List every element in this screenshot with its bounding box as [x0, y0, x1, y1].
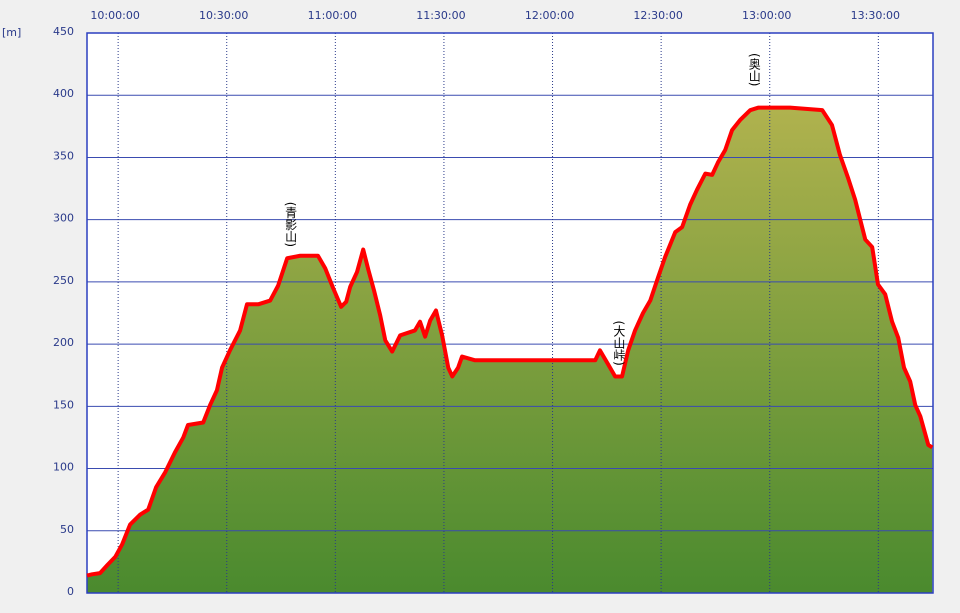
y-tick-label: 200 — [53, 336, 74, 349]
plot-border — [86, 32, 934, 594]
y-tick-label: 150 — [53, 398, 74, 411]
x-tick-label: 10:00:00 — [90, 9, 139, 22]
annotation: (奥山) — [747, 53, 761, 86]
y-tick-label: 100 — [53, 461, 74, 474]
y-tick-label: 50 — [60, 523, 74, 536]
x-tick-label: 12:00:00 — [525, 9, 574, 22]
x-tick-label: 11:00:00 — [308, 9, 357, 22]
x-tick-label: 10:30:00 — [199, 9, 248, 22]
y-tick-label: 350 — [53, 149, 74, 162]
y-tick-label: 400 — [53, 87, 74, 100]
x-tick-label: 13:30:00 — [851, 9, 900, 22]
x-tick-label: 12:30:00 — [633, 9, 682, 22]
elevation-line — [86, 105, 934, 578]
y-tick-label: 300 — [53, 212, 74, 225]
y-tick-label: 0 — [67, 585, 74, 598]
y-unit-label: [m] — [2, 26, 21, 39]
annotation: (大山峠) — [612, 320, 626, 365]
x-tick-label: 11:30:00 — [416, 9, 465, 22]
y-tick-label: 250 — [53, 274, 74, 287]
y-tick-label: 450 — [53, 25, 74, 38]
x-tick-label: 13:00:00 — [742, 9, 791, 22]
area-fill — [87, 107, 933, 594]
annotation: (青影山) — [284, 202, 298, 247]
